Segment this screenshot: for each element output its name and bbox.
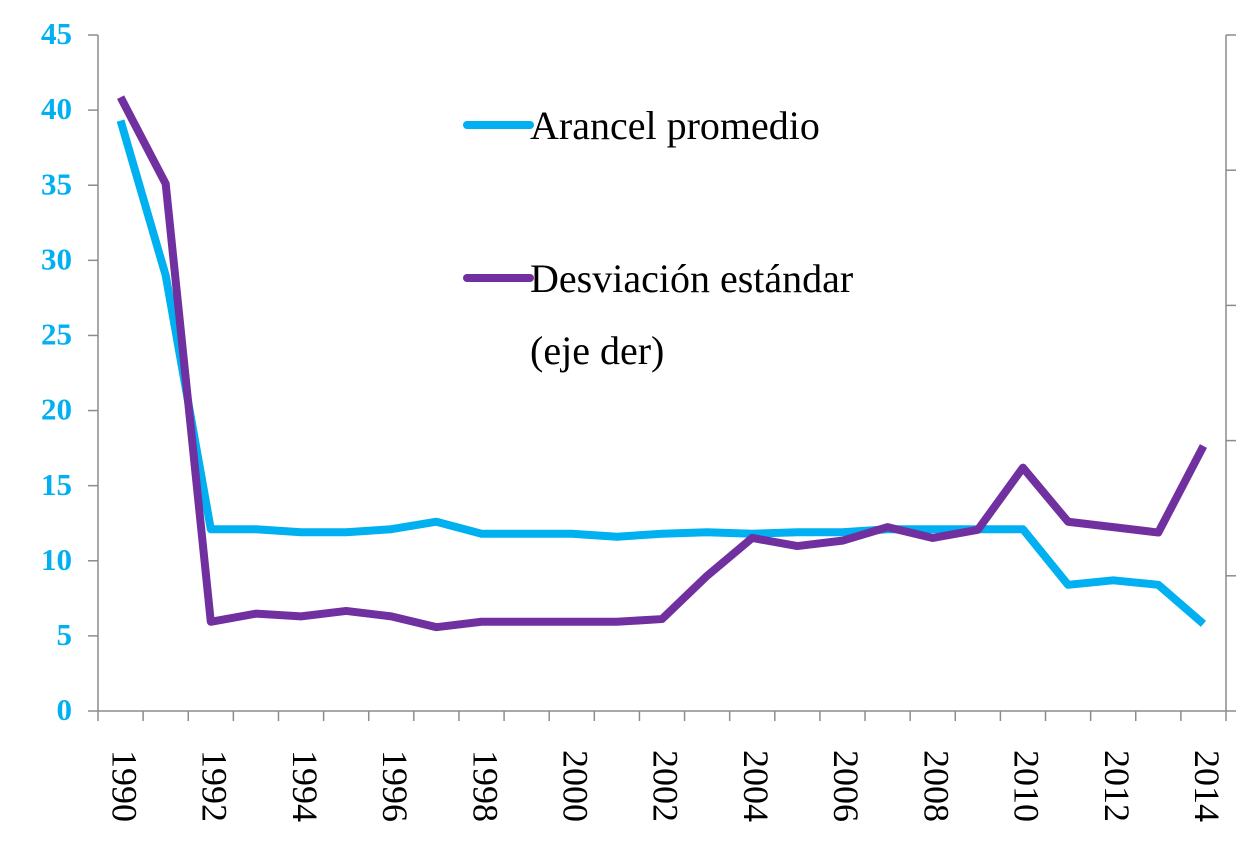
y-tick-label: 5 (57, 617, 73, 652)
x-tick-label: 2014 (1187, 750, 1227, 822)
x-tick-label: 2008 (916, 750, 956, 822)
y-tick-label: 35 (41, 166, 72, 201)
legend-label: Desviación estándar (eje der) (530, 256, 854, 373)
x-tick-label: 1992 (195, 750, 235, 822)
x-tick-label: 1994 (285, 750, 325, 822)
series-line (116, 119, 1207, 627)
legend-label: Arancel promedio (530, 103, 820, 148)
x-tick-label: 2010 (1007, 750, 1047, 822)
x-tick-label: 2012 (1097, 750, 1137, 822)
y-tick-label: 25 (41, 317, 72, 352)
x-tick-label: 1998 (465, 750, 505, 822)
y-tick-label: 20 (41, 392, 72, 427)
y-tick-label: 10 (41, 542, 72, 577)
y-tick-label: 0 (57, 692, 73, 727)
x-tick-label: 1990 (104, 750, 144, 822)
x-tick-label: 2004 (736, 750, 776, 822)
y-tick-label: 40 (41, 91, 72, 126)
y-tick-label: 15 (41, 467, 72, 502)
y-tick-label: 45 (41, 16, 72, 51)
x-tick-label: 2002 (646, 750, 686, 822)
series-line (117, 95, 1207, 632)
x-tick-label: 2000 (555, 750, 595, 822)
x-tick-label: 1996 (375, 750, 415, 822)
y-tick-label: 30 (41, 241, 72, 276)
x-tick-label: 2006 (826, 750, 866, 822)
